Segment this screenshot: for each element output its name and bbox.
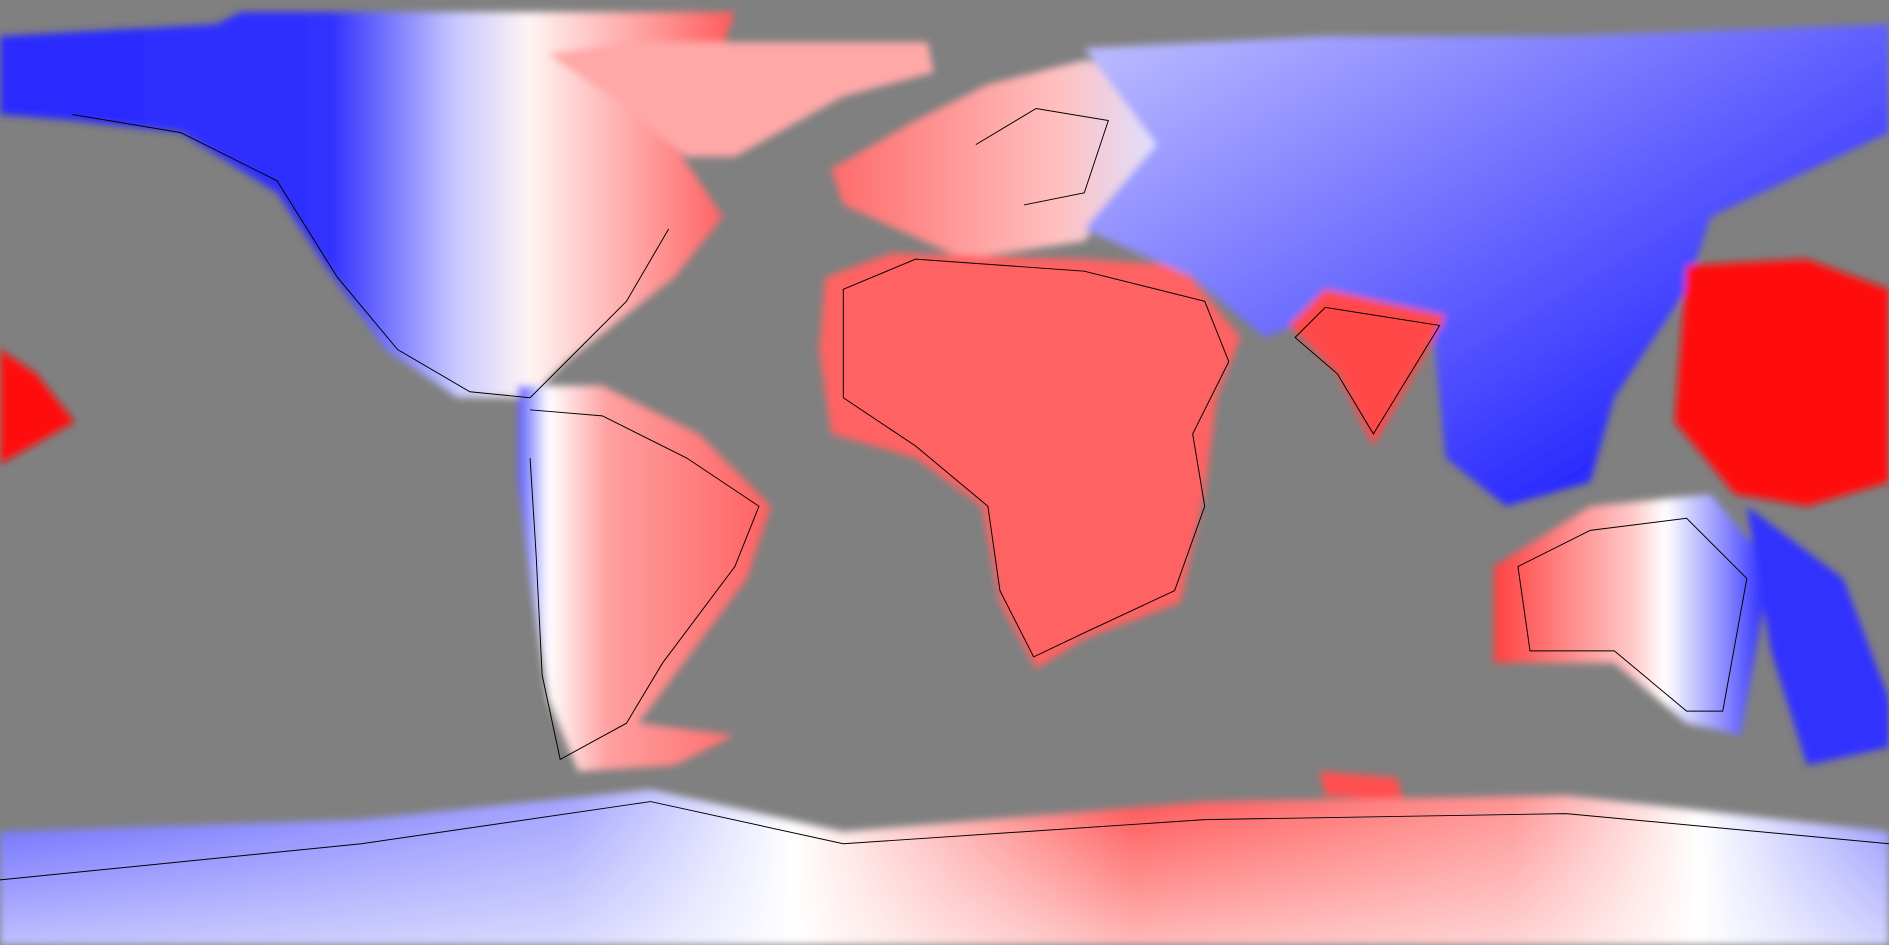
asia xyxy=(1084,24,1889,507)
pacific-hotspot xyxy=(1674,259,1889,507)
australia xyxy=(1493,494,1771,736)
antarctica-fade xyxy=(0,789,1889,945)
coastline xyxy=(0,801,1889,881)
north-america xyxy=(0,12,735,398)
southern-ocean-patch xyxy=(1319,771,1404,802)
greenland xyxy=(548,42,934,157)
pacific-edge xyxy=(0,349,75,465)
coastline xyxy=(975,107,1109,206)
coastlines xyxy=(0,107,1889,881)
coastline xyxy=(842,258,1230,658)
tasman-sea xyxy=(1746,506,1889,766)
coastline xyxy=(1517,517,1748,712)
africa xyxy=(819,253,1241,669)
india xyxy=(1289,289,1446,446)
europe xyxy=(831,60,1157,260)
coastline xyxy=(1294,306,1441,435)
anomaly-fields xyxy=(0,12,1889,945)
coastline xyxy=(72,114,670,399)
coastline xyxy=(529,409,760,761)
south-america xyxy=(518,385,772,772)
